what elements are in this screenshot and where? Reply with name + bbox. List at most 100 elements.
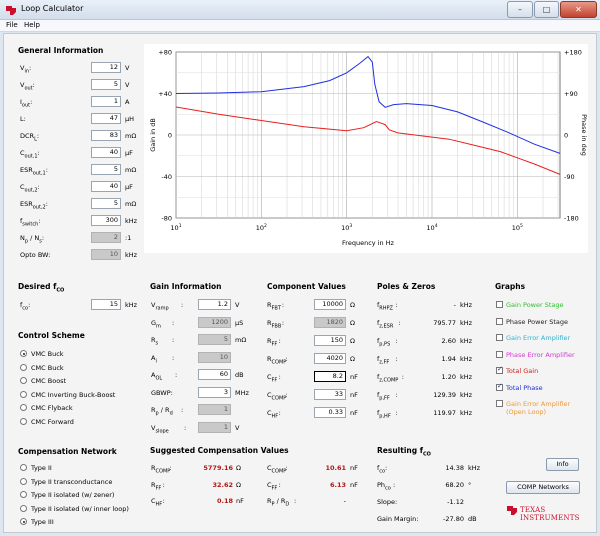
- compensation-network-option-2[interactable]: Type II isolated (w/ zener): [31, 491, 115, 499]
- control-scheme-option-4[interactable]: CMC Flyback: [31, 404, 73, 412]
- compensation-network-option-4[interactable]: Type III: [31, 518, 54, 526]
- comp-network-title: Compensation Network: [18, 447, 117, 456]
- component-field-0[interactable]: 10000: [314, 299, 346, 310]
- general-field-5[interactable]: 40: [91, 147, 121, 158]
- graph-checkbox-1[interactable]: [496, 317, 503, 325]
- y-tick-label: -80: [161, 215, 172, 223]
- fco-input[interactable]: 15: [91, 299, 121, 310]
- control-scheme-radio-3[interactable]: [20, 390, 27, 398]
- pz-value-1: 795.77: [433, 319, 456, 327]
- general-field-2[interactable]: 1: [91, 96, 121, 107]
- y-tick-label: +80: [158, 49, 172, 57]
- total-phase-line: [175, 55, 561, 154]
- graph-label-5[interactable]: Total Phase: [506, 383, 543, 392]
- maximize-button[interactable]: □: [534, 1, 559, 18]
- graph-checkbox-3[interactable]: [496, 350, 503, 358]
- general-unit-8: mΩ: [125, 200, 137, 208]
- x-tick-label: 105: [512, 223, 523, 232]
- gain-field-4[interactable]: 60: [198, 369, 231, 380]
- ti-logo-text: TEXAS INSTRUMENTS: [520, 506, 580, 522]
- graph-checkbox-0[interactable]: [496, 301, 503, 308]
- compensation-network-option-3[interactable]: Type II isolated (w/ inner loop): [31, 504, 129, 513]
- comp-networks-button[interactable]: COMP Networks: [506, 481, 580, 494]
- general-unit-9: kHz: [125, 217, 138, 225]
- control-scheme-radio-5[interactable]: [20, 417, 27, 425]
- gain-label-6: Rp / Rd: [151, 406, 173, 417]
- general-field-8[interactable]: 5: [91, 198, 121, 209]
- graph-label-2[interactable]: Gain Error Amplifier: [506, 334, 571, 342]
- resulting-value-0: 14.38: [445, 464, 464, 472]
- general-field-6[interactable]: 5: [91, 164, 121, 175]
- graph-checkbox-2[interactable]: [496, 334, 503, 341]
- close-button[interactable]: ✕: [560, 1, 597, 18]
- component-unit-3: Ω: [350, 355, 355, 363]
- x-axis-label: Frequency in Hz: [342, 239, 395, 247]
- suggested-left-label-0: RCOMP: [151, 464, 171, 475]
- control-scheme-radio-2[interactable]: [20, 377, 27, 384]
- pz-label-6: fp,HF: [377, 409, 391, 420]
- general-field-3[interactable]: 47: [91, 113, 121, 124]
- component-colon-5: :: [285, 391, 288, 399]
- compensation-network-radio-0[interactable]: [20, 464, 27, 471]
- resulting-label-0: fco: [377, 464, 386, 475]
- gain-unit-7: V: [235, 423, 240, 432]
- gain-field-0[interactable]: 1.2: [198, 299, 231, 310]
- control-scheme-option-1[interactable]: CMC Buck: [31, 363, 64, 372]
- minimize-button[interactable]: –: [507, 1, 533, 18]
- gain-unit-0: V: [235, 301, 240, 309]
- component-label-5: CCOMP: [267, 391, 287, 402]
- component-field-4[interactable]: 8.2: [314, 371, 346, 382]
- menu-help[interactable]: Help: [24, 21, 40, 29]
- compensation-network-radio-4[interactable]: [20, 518, 27, 525]
- component-unit-2: Ω: [350, 337, 355, 345]
- compensation-network-option-1[interactable]: Type II transconductance: [31, 477, 113, 486]
- pz-label-0: fRHPZ: [377, 301, 393, 312]
- graph-checkbox-5[interactable]: [496, 382, 503, 391]
- general-label-10: Np / Ns:: [20, 234, 45, 245]
- compensation-network-radio-3[interactable]: [20, 504, 27, 512]
- component-field-5[interactable]: 33: [314, 389, 346, 400]
- y-tick-label: +40: [158, 90, 172, 98]
- general-field-9[interactable]: 300: [91, 215, 121, 226]
- compensation-network-radio-2[interactable]: [20, 491, 27, 498]
- graph-label-0[interactable]: Gain Power Stage: [506, 301, 564, 309]
- general-unit-1: V: [125, 81, 130, 89]
- general-field-4[interactable]: 83: [91, 130, 121, 141]
- menu-file[interactable]: File: [6, 21, 18, 29]
- compensation-network-option-0[interactable]: Type II: [31, 464, 52, 472]
- suggested-right-value-0: 10.61: [325, 464, 346, 472]
- graph-label-4[interactable]: Total Gain: [506, 367, 539, 375]
- control-scheme-radio-4[interactable]: [20, 404, 27, 411]
- control-scheme-option-2[interactable]: CMC Boost: [31, 377, 67, 385]
- general-label-5: Cout,1:: [20, 149, 40, 160]
- y2-tick-label: -90: [564, 173, 575, 181]
- control-scheme-radio-1[interactable]: [20, 363, 27, 371]
- control-scheme-option-5[interactable]: CMC Forward: [31, 417, 74, 426]
- compensation-network-radio-1[interactable]: [20, 477, 27, 485]
- resulting-label-1: Phco: [377, 481, 391, 492]
- component-field-6[interactable]: 0.33: [314, 407, 346, 418]
- graph-label-1[interactable]: Phase Power Stage: [506, 317, 568, 326]
- gain-field-5[interactable]: 3: [198, 386, 231, 398]
- graph-checkbox-4[interactable]: [496, 365, 503, 374]
- general-field-0[interactable]: 12: [91, 62, 121, 73]
- suggested-right-unit-0: nF: [350, 464, 358, 472]
- pz-label-5: fp,FF: [377, 391, 390, 402]
- general-field-10: 2: [91, 232, 121, 243]
- graph-label-3[interactable]: Phase Error Amplifier: [506, 350, 575, 359]
- info-button[interactable]: Info: [546, 458, 579, 471]
- control-scheme-option-0[interactable]: VMC Buck: [31, 350, 64, 358]
- control-scheme-option-3[interactable]: CMC Inverting Buck-Boost: [31, 390, 116, 399]
- general-unit-4: mΩ: [125, 132, 137, 140]
- window-title: Loop Calculator: [21, 4, 84, 13]
- component-field-3[interactable]: 4020: [314, 353, 346, 364]
- control-scheme-title: Control Scheme: [18, 331, 85, 340]
- general-field-7[interactable]: 40: [91, 181, 121, 192]
- general-field-1[interactable]: 5: [91, 79, 121, 90]
- graph-label-6[interactable]: Gain Error Amplifier (Open Loop): [506, 400, 571, 416]
- pz-value-5: 129.39: [433, 391, 456, 399]
- graph-checkbox-6[interactable]: [496, 400, 503, 407]
- control-scheme-radio-0[interactable]: [20, 350, 27, 357]
- gain-colon-7: :: [184, 423, 187, 432]
- component-field-2[interactable]: 150: [314, 335, 346, 346]
